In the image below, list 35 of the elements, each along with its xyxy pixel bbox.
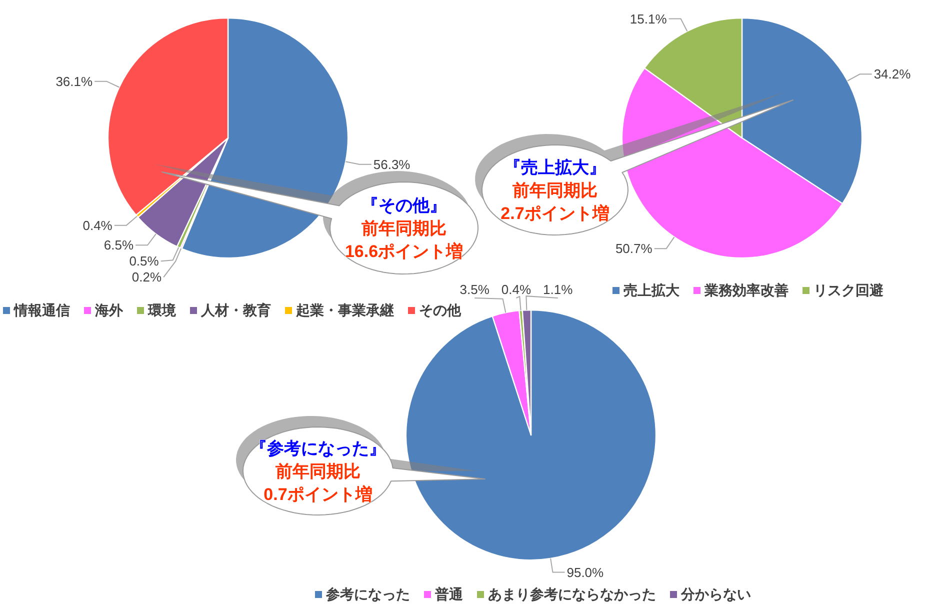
legend-label: その他 <box>419 302 462 318</box>
data-label: 95.0% <box>566 564 604 580</box>
data-label: 0.5% <box>129 254 160 269</box>
data-label: 56.3% <box>373 156 411 172</box>
text: 『その他』 <box>362 196 446 215</box>
data-label: 36.1% <box>56 74 93 89</box>
data-label: 34.2% <box>874 66 912 82</box>
data-label: 3.5% <box>460 282 490 297</box>
legend-label: 情報通信 <box>13 302 70 318</box>
data-label: 0.4% <box>501 282 532 297</box>
text: 0.7ポイント増 <box>264 484 372 504</box>
data-label: 6.5% <box>104 238 134 253</box>
text: 前年同期比 <box>274 462 360 481</box>
legend-label: 分からない <box>680 586 751 602</box>
data-label: 15.1% <box>630 11 668 26</box>
legend-label: 普通 <box>434 586 464 602</box>
text: 『参考になった』 <box>250 439 386 458</box>
legend-label: 海外 <box>94 302 124 318</box>
data-label: 1.1% <box>543 282 574 297</box>
legend-label: 業務効率改善 <box>704 282 788 298</box>
legend-label: 人材・教育 <box>200 302 271 318</box>
data-label: 0.4% <box>82 218 113 233</box>
legend-label: 売上拡大 <box>624 282 680 298</box>
text: 『売上拡大』 <box>504 158 606 177</box>
legend-label: 参考になった <box>325 586 410 602</box>
legend-label: あまり参考にならなかった <box>488 586 656 602</box>
legend-label: 起業・事業承継 <box>295 302 394 318</box>
text: 16.6ポイント増 <box>344 241 464 261</box>
legend-label: 環境 <box>147 302 177 318</box>
data-label: 0.2% <box>132 270 162 285</box>
text: 2.7ポイント増 <box>500 203 610 223</box>
data-label: 50.7% <box>615 241 653 256</box>
text: 前年同期比 <box>512 181 598 200</box>
text: 前年同期比 <box>360 219 446 238</box>
legend-label: リスク回避 <box>814 282 884 298</box>
